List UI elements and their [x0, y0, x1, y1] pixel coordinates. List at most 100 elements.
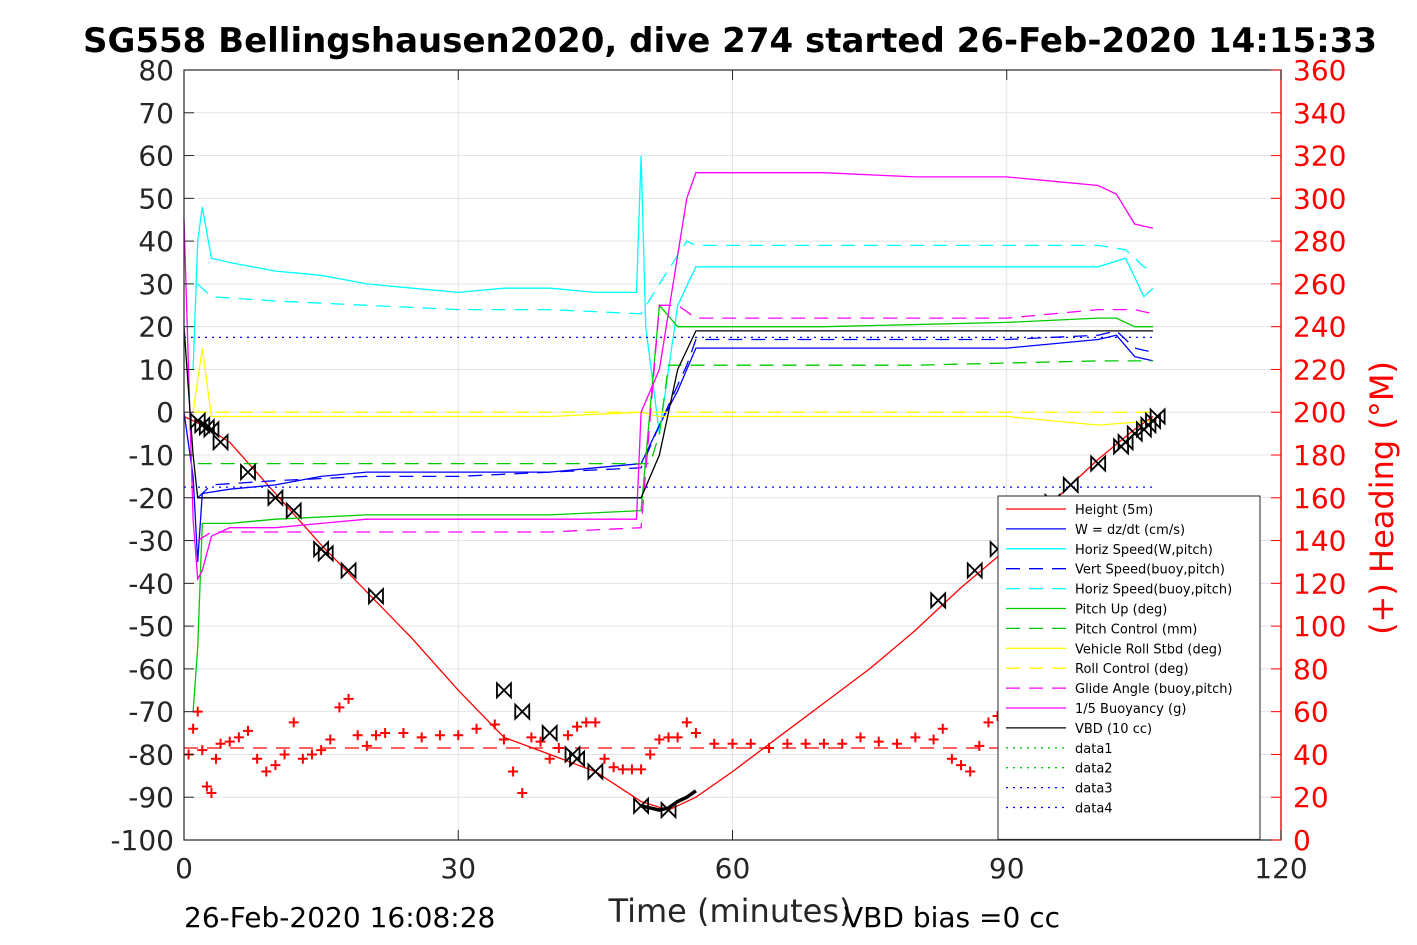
legend: Height (5m) W = dz/dt (cm/s) Horiz Speed(W…	[997, 495, 1261, 840]
heading-point-71	[974, 740, 985, 751]
y2-tick-label-4: 280	[1293, 225, 1346, 258]
heading-point-60	[818, 738, 829, 749]
heading-point-40	[572, 721, 583, 732]
heading-point-72	[983, 717, 994, 728]
y2-tick-label-10: 160	[1293, 482, 1346, 515]
heading-point-64	[892, 738, 903, 749]
heading-point-66	[928, 734, 939, 745]
y-tick-label-2: 60	[138, 140, 174, 173]
dive-marker-18	[633, 796, 649, 815]
dive-marker-6	[267, 488, 284, 507]
y2-tick-label-11: 140	[1293, 525, 1346, 558]
heading-point-22	[352, 730, 363, 741]
heading-point-58	[782, 738, 793, 749]
series-line-7	[192, 348, 1154, 426]
heading-point-1	[188, 723, 199, 734]
heading-point-16	[297, 753, 308, 764]
dive-marker-10	[340, 561, 357, 580]
dive-marker-9	[317, 544, 334, 563]
dive-marker-19	[660, 800, 677, 820]
y2-tick-label-7: 220	[1293, 353, 1346, 386]
heading-point-54	[709, 738, 720, 749]
dive-marker-3	[203, 420, 220, 439]
chart-title: SG558 Bellingshausen2020, dive 274 start…	[83, 21, 1377, 61]
series-line-9	[197, 304, 1154, 542]
heading-point-44	[608, 762, 619, 773]
heading-point-15	[288, 717, 299, 728]
heading-point-2	[192, 706, 203, 717]
series-line-4	[197, 240, 1154, 315]
dive-marker-13	[514, 702, 531, 721]
dive-marker-4	[212, 432, 229, 452]
series-line-11	[183, 326, 1153, 499]
heading-point-52	[681, 717, 692, 728]
heading-point-19	[325, 734, 336, 745]
legend-label-2: Horiz Speed(W,pitch)	[1075, 543, 1213, 558]
x-tick-label-1: 30	[440, 852, 476, 885]
heading-point-35	[526, 732, 537, 743]
y2-tick-label-18: 0	[1293, 824, 1311, 857]
x-axis-label: Time (minutes)	[608, 892, 852, 930]
heading-point-26	[398, 728, 409, 739]
dive-marker-11	[368, 586, 384, 606]
heading-point-41	[581, 717, 592, 728]
x-tick-label-0: 0	[175, 852, 193, 885]
heading-point-8	[224, 736, 235, 747]
series-line-3	[197, 330, 1154, 499]
heading-point-37	[544, 753, 555, 764]
y2-tick-label-6: 240	[1293, 311, 1346, 344]
y-tick-label-5: 30	[138, 268, 174, 301]
y-tick-label-12: -40	[128, 567, 174, 600]
dive-marker-20	[930, 591, 947, 610]
series-line-2	[192, 155, 1154, 434]
tick-labels: 0 30 60 90 12080706050403020100-10-20-30-40-…	[110, 54, 1346, 885]
y-tick-label-7: 10	[138, 353, 174, 386]
heading-point-38	[553, 743, 564, 754]
heading-point-13	[270, 760, 281, 771]
heading-point-32	[498, 734, 509, 745]
heading-point-21	[343, 693, 354, 704]
y-tick-label-17: -90	[128, 781, 174, 814]
heading-point-48	[645, 749, 656, 760]
heading-point-50	[663, 732, 674, 743]
legend-label-9: Glide Angle (buoy,pitch)	[1075, 682, 1233, 697]
heading-point-5	[206, 787, 217, 798]
y-tick-label-1: 70	[138, 97, 174, 130]
heading-point-63	[873, 736, 884, 747]
y-tick-label-9: -10	[128, 439, 174, 472]
dive-marker-7	[285, 501, 302, 520]
heading-point-9	[233, 732, 244, 743]
y2-tick-label-8: 200	[1293, 396, 1346, 429]
heading-point-6	[210, 753, 221, 764]
series-line-1	[183, 334, 1154, 562]
dive-marker-5	[240, 462, 256, 482]
legend-label-14: data3	[1075, 782, 1113, 797]
y2-tick-label-1: 340	[1293, 97, 1346, 130]
legend-label-11: VBD (10 cc)	[1075, 722, 1152, 737]
legend-label-15: data4	[1075, 802, 1113, 817]
heading-point-59	[800, 738, 811, 749]
heading-point-4	[201, 781, 212, 792]
y2-tick-label-13: 100	[1293, 610, 1346, 643]
legend-label-6: Pitch Control (mm)	[1075, 622, 1197, 637]
heading-point-28	[434, 730, 445, 741]
axes	[183, 69, 1282, 841]
heading-point-30	[471, 723, 482, 734]
y2-axis-label: (+) Heading (°M)	[1363, 361, 1401, 635]
legend-label-5: Pitch Up (deg)	[1075, 603, 1167, 618]
dive-marker-17	[587, 762, 604, 781]
heading-point-61	[837, 738, 848, 749]
heading-point-24	[370, 730, 381, 741]
heading-point-68	[946, 753, 957, 764]
heading-point-34	[517, 787, 528, 798]
dive-marker-12	[496, 681, 512, 700]
y-tick-label-18: -100	[110, 824, 174, 857]
heading-point-23	[361, 740, 372, 751]
y2-tick-label-0: 360	[1293, 54, 1346, 87]
legend-label-10: 1/5 Buoyancy (g)	[1075, 702, 1186, 717]
dive-marker-25	[1090, 454, 1107, 473]
heading-point-36	[535, 736, 546, 747]
legend-label-8: Roll Control (deg)	[1075, 662, 1189, 677]
heading-point-70	[965, 766, 976, 777]
y-tick-label-0: 80	[138, 54, 174, 87]
